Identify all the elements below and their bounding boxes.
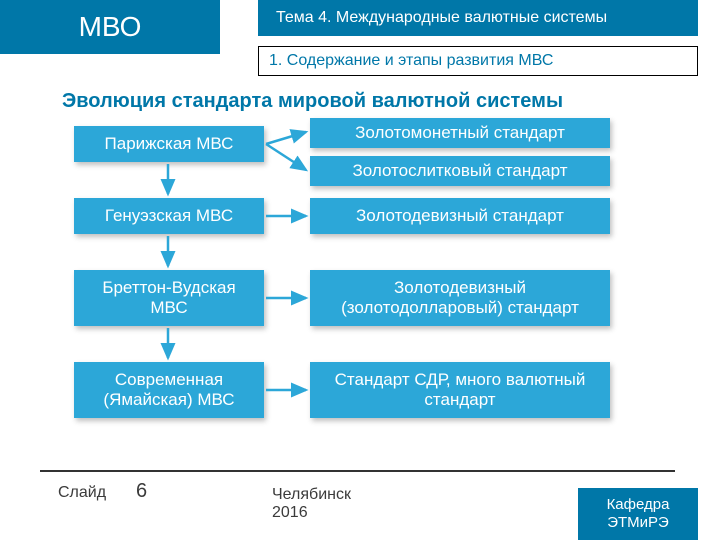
node-gold-coin: Золотомонетный стандарт bbox=[310, 118, 610, 148]
node-genoa: Генуэзская МВС bbox=[74, 198, 264, 234]
header-right: Тема 4. Международные валютные системы bbox=[258, 0, 698, 36]
footer-divider bbox=[40, 470, 675, 472]
footer-city: Челябинск bbox=[272, 486, 351, 503]
footer-year: 2016 bbox=[272, 504, 308, 521]
header-left: МВО bbox=[0, 0, 220, 54]
footer-department: Кафедра ЭТМиРЭ bbox=[578, 488, 698, 540]
footer-slide-label: Слайд bbox=[58, 484, 106, 502]
node-jamaica: Современная (Ямайская) МВС bbox=[74, 362, 264, 418]
node-paris: Парижская МВС bbox=[74, 126, 264, 162]
node-sdr: Стандарт СДР, много валютный стандарт bbox=[310, 362, 610, 418]
diagram-title: Эволюция стандарта мировой валютной сист… bbox=[62, 90, 563, 113]
node-gold-bullion: Золотослитковый стандарт bbox=[310, 156, 610, 186]
subheader-box: 1. Содержание и этапы развития МВС bbox=[258, 46, 698, 76]
node-gold-exchange: Золотодевизный стандарт bbox=[310, 198, 610, 234]
footer-location: Челябинск 2016 bbox=[272, 486, 351, 521]
node-bretton: Бреттон-Вудская МВС bbox=[74, 270, 264, 326]
footer-slide-number: 6 bbox=[136, 480, 147, 503]
node-gold-dollar: Золотодевизный (золотодолларовый) станда… bbox=[310, 270, 610, 326]
